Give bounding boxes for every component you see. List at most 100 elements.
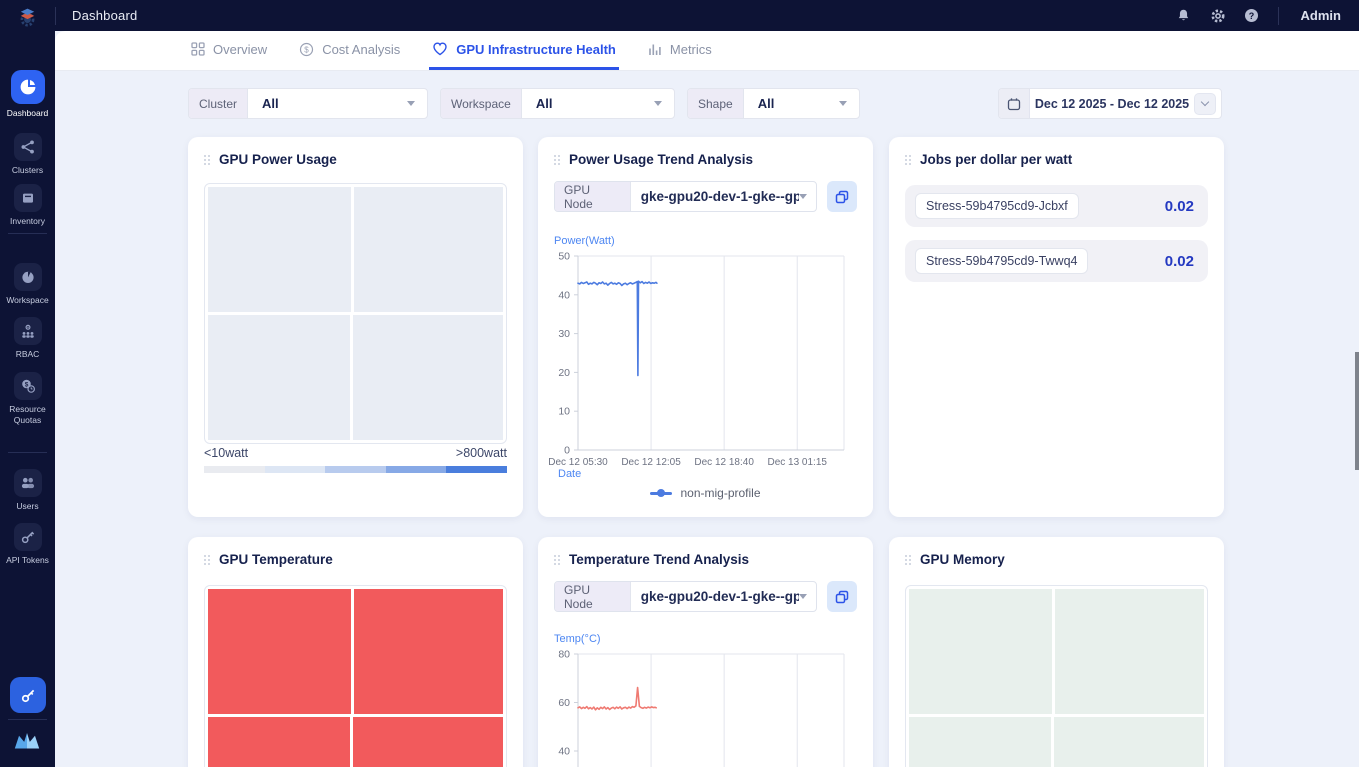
sidebar-item-workspace[interactable]: Workspace: [0, 263, 55, 306]
svg-text:$: $: [24, 381, 28, 388]
sidebar-item-resource-quotas[interactable]: $ Resource Quotas: [0, 372, 55, 426]
tab-metrics[interactable]: Metrics: [645, 31, 715, 70]
chevron-down-icon: [839, 101, 847, 106]
sidebar-divider: [8, 452, 47, 453]
temperature-trend-chart[interactable]: 020406080Temp(°C): [548, 630, 848, 767]
date-chevron-button[interactable]: [1194, 92, 1216, 115]
drag-handle-icon[interactable]: [204, 554, 210, 565]
sidebar-item-rbac[interactable]: RBAC: [0, 317, 55, 360]
copy-button[interactable]: [827, 181, 857, 212]
key-icon: [21, 689, 34, 702]
temperature-treemap-cell[interactable]: [208, 717, 350, 767]
sidebar-divider: [8, 719, 47, 720]
temperature-treemap: [204, 585, 507, 767]
drag-handle-icon[interactable]: [554, 154, 560, 165]
card-power-trend: Power Usage Trend Analysis GPU Node gke-…: [538, 137, 873, 517]
legend-min-label: <10watt: [204, 446, 249, 460]
app-logo-icon: [20, 8, 35, 27]
topbar: Dashboard ? Admin: [0, 0, 1359, 31]
gpu-node-value: gke-gpu20-dev-1-gke--gp: [640, 589, 799, 604]
memory-treemap-cell[interactable]: [909, 717, 1051, 767]
drag-handle-icon[interactable]: [905, 154, 911, 165]
tab-overview[interactable]: Overview: [188, 31, 270, 70]
card-title: GPU Power Usage: [219, 152, 337, 167]
card-gpu-temperature: GPU Temperature: [188, 537, 523, 767]
svg-text:Dec 13 01:15: Dec 13 01:15: [767, 457, 827, 468]
workspace-pie-icon: [13, 263, 42, 291]
job-row: Stress-59b4795cd9-Twwq4 0.02: [905, 240, 1208, 282]
temperature-treemap-cell[interactable]: [354, 589, 503, 714]
job-row: Stress-59b4795cd9-Jcbxf 0.02: [905, 185, 1208, 227]
calendar-icon: [999, 89, 1030, 118]
sidebar-divider: [8, 233, 47, 234]
memory-treemap-cell[interactable]: [1055, 589, 1204, 714]
job-name-chip[interactable]: Stress-59b4795cd9-Twwq4: [915, 248, 1089, 274]
svg-text:Power(Watt): Power(Watt): [554, 235, 615, 247]
sidebar-item-api-tokens[interactable]: API Tokens: [0, 523, 55, 566]
chevron-down-icon: [799, 194, 807, 199]
tab-cost-analysis[interactable]: $ Cost Analysis: [296, 31, 403, 70]
power-trend-chart[interactable]: 0 10 20 30 40 50 Dec 12 05:30 Dec 12 12:05 Dec 1…: [548, 232, 848, 484]
key-icon: [13, 523, 42, 551]
card-title: GPU Temperature: [219, 552, 333, 567]
date-range-picker[interactable]: Dec 12 2025 - Dec 12 2025: [998, 88, 1222, 119]
rbac-users-gear-icon: [13, 317, 42, 345]
gpu-node-select[interactable]: GPU Node gke-gpu20-dev-1-gke--gp: [554, 181, 817, 212]
main-content: Overview $ Cost Analysis GPU Infrastruct…: [55, 31, 1359, 767]
power-treemap: [204, 183, 507, 444]
quick-access-key-button[interactable]: [10, 677, 46, 713]
inventory-box-icon: [13, 184, 42, 212]
card-title: Temperature Trend Analysis: [569, 552, 750, 567]
card-temperature-trend: Temperature Trend Analysis GPU Node gke-…: [538, 537, 873, 767]
power-treemap-cell[interactable]: [208, 315, 350, 440]
tabbar: Overview $ Cost Analysis GPU Infrastruct…: [55, 31, 1359, 71]
power-treemap-cell[interactable]: [354, 187, 503, 312]
chevron-down-icon: [799, 594, 807, 599]
memory-treemap-cell[interactable]: [1053, 717, 1204, 767]
page-breadcrumb: Dashboard: [72, 8, 138, 23]
sidebar-item-dashboard[interactable]: Dashboard: [0, 70, 55, 119]
job-name-chip[interactable]: Stress-59b4795cd9-Jcbxf: [915, 193, 1079, 219]
tab-gpu-infrastructure-health[interactable]: GPU Infrastructure Health: [429, 31, 619, 70]
notifications-bell-icon[interactable]: [1176, 8, 1192, 24]
chevron-down-icon: [407, 101, 415, 106]
chart-legend[interactable]: non-mig-profile: [538, 486, 873, 500]
svg-text:Temp(°C): Temp(°C): [554, 633, 601, 645]
resource-quotas-icon: $: [13, 372, 42, 400]
settings-gear-icon[interactable]: [1210, 8, 1226, 24]
workspace-select[interactable]: Workspace All: [440, 88, 675, 119]
pie-chart-icon: [10, 70, 45, 104]
svg-text:Dec 12 05:30: Dec 12 05:30: [548, 457, 608, 468]
svg-text:60: 60: [558, 697, 570, 709]
grid-icon: [191, 42, 205, 56]
gpu-node-select[interactable]: GPU Node gke-gpu20-dev-1-gke--gp: [554, 581, 817, 612]
power-treemap-cell[interactable]: [208, 187, 352, 312]
users-icon: [13, 469, 42, 497]
cluster-select[interactable]: Cluster All: [188, 88, 428, 119]
drag-handle-icon[interactable]: [554, 554, 560, 565]
temperature-treemap-cell[interactable]: [208, 589, 352, 714]
sidebar-item-clusters[interactable]: Clusters: [0, 133, 55, 176]
job-value: 0.02: [1164, 197, 1194, 215]
vertical-scrollbar[interactable]: [1355, 352, 1359, 470]
copy-button[interactable]: [827, 581, 857, 612]
svg-text:10: 10: [558, 406, 570, 418]
app-logo[interactable]: [0, 0, 55, 31]
help-icon[interactable]: ?: [1244, 8, 1260, 24]
sidebar-item-users[interactable]: Users: [0, 469, 55, 512]
drag-handle-icon[interactable]: [905, 554, 911, 565]
memory-treemap-cell[interactable]: [909, 589, 1053, 714]
sidebar-item-inventory[interactable]: Inventory: [0, 184, 55, 227]
drag-handle-icon[interactable]: [204, 154, 210, 165]
legend-marker: [650, 489, 673, 497]
shape-select[interactable]: Shape All: [687, 88, 860, 119]
svg-text:Dec 12 18:40: Dec 12 18:40: [694, 457, 754, 468]
svg-text:30: 30: [558, 328, 570, 340]
temperature-treemap-cell[interactable]: [352, 717, 503, 767]
svg-text:80: 80: [558, 649, 570, 661]
svg-text:50: 50: [558, 251, 570, 263]
svg-text:40: 40: [558, 746, 570, 758]
power-treemap-cell[interactable]: [352, 315, 503, 440]
user-menu[interactable]: Admin: [1300, 8, 1341, 23]
card-title: Jobs per dollar per watt: [920, 152, 1073, 167]
